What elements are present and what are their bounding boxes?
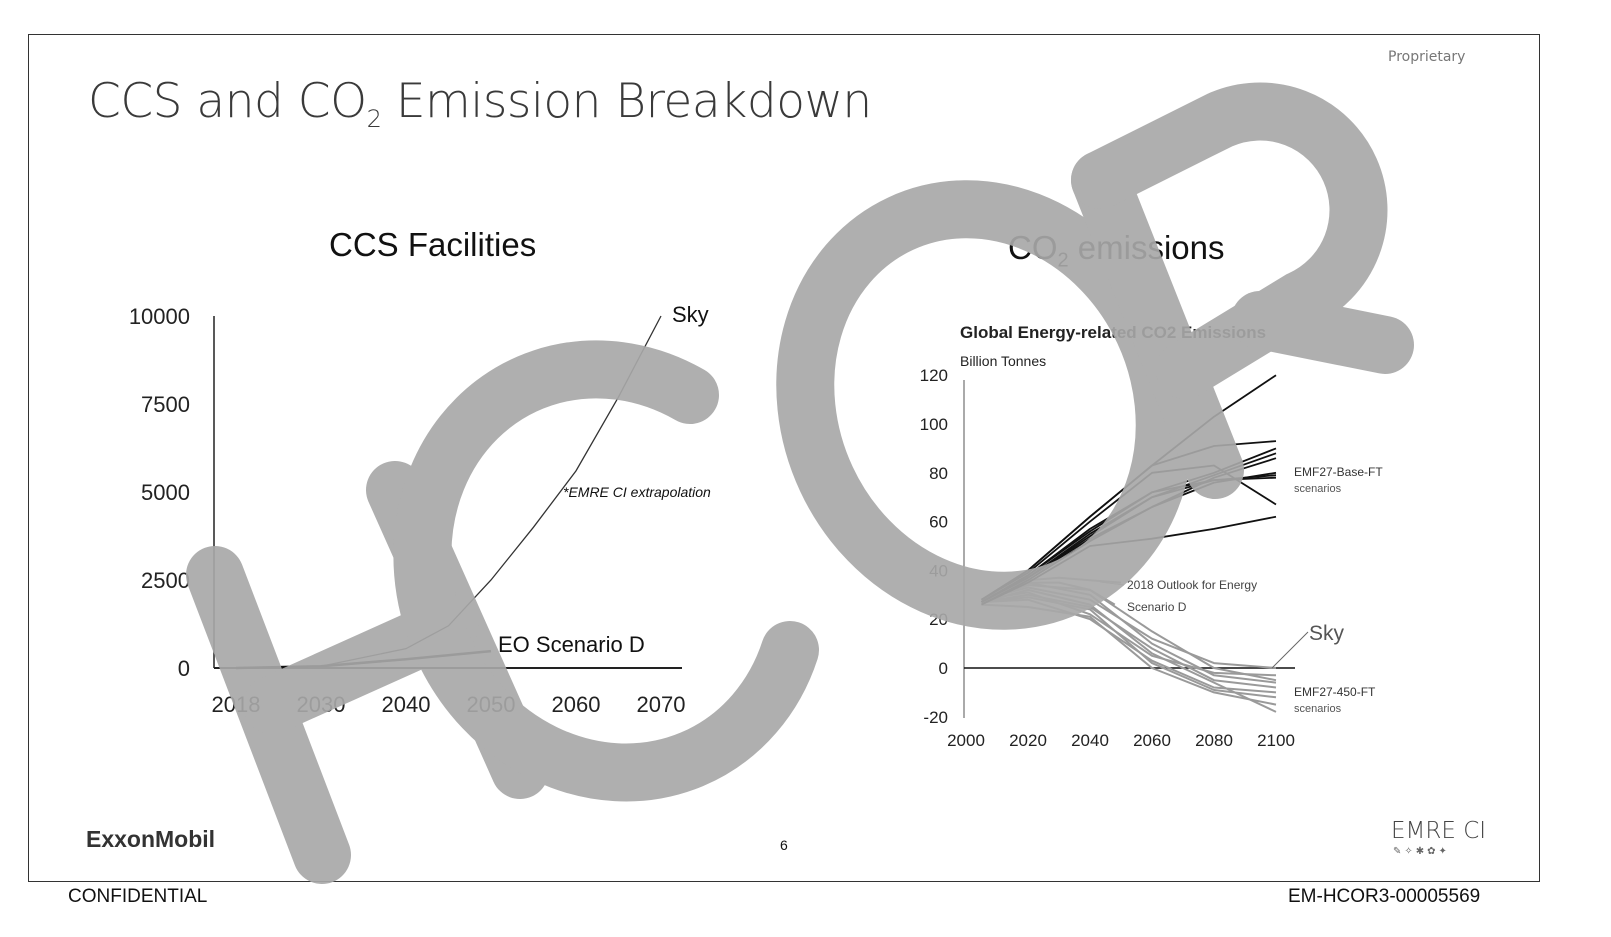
x-tick-label: 2040	[1071, 731, 1109, 750]
y-tick-label: 60	[929, 513, 948, 532]
series-label-sky: Sky	[672, 302, 709, 327]
sky-label: Sky	[1309, 622, 1345, 645]
bates-number: EM-HCOR3-00005569	[1288, 886, 1481, 907]
sky-leader-line	[1271, 631, 1309, 669]
title-text: CCS and CO	[88, 74, 367, 129]
chart-subtitle: Global Energy-related CO2 Emissions	[960, 323, 1266, 342]
x-tick-label: 2000	[947, 731, 985, 750]
x-tick-label: 2100	[1257, 731, 1295, 750]
x-tick-label: 2020	[1009, 731, 1047, 750]
proprietary-label: Proprietary	[1388, 49, 1466, 65]
outlook-label: 2018 Outlook for Energy	[1127, 578, 1257, 592]
page-number: 6	[780, 837, 788, 853]
scenario-d-label: Scenario D	[1127, 600, 1187, 614]
emf27-450-label: EMF27-450-FT	[1294, 685, 1376, 699]
emre-ci-logo: EMRE CI	[1391, 818, 1487, 844]
y-tick-label: 7500	[141, 392, 190, 417]
y-tick-label: 80	[929, 464, 948, 483]
exxonmobil-logo: ExxonMobil	[86, 826, 216, 852]
y-tick-label: 120	[920, 366, 948, 385]
slide-frame	[28, 34, 1540, 882]
x-tick-label: 2080	[1195, 731, 1233, 750]
x-tick-label: 2060	[1133, 731, 1171, 750]
y-tick-label: 10000	[129, 304, 190, 329]
ccs-chart-title: CCS Facilities	[329, 226, 537, 263]
y-tick-label: 5000	[141, 480, 190, 505]
y-tick-label: 20	[929, 610, 948, 629]
emf27-base-label: EMF27-Base-FT	[1294, 465, 1383, 479]
y-tick-label: 0	[939, 659, 948, 678]
y-tick-label: 100	[920, 415, 948, 434]
confidential-label: CONFIDENTIAL	[68, 886, 208, 907]
y-tick-label: 40	[929, 561, 948, 580]
title-text-rest: Emission Breakdown	[381, 74, 872, 129]
y-axis-label: Billion Tonnes	[960, 353, 1046, 369]
page-title: CCS and CO2 Emission Breakdown	[88, 74, 872, 133]
emf27-base-label-2: scenarios	[1294, 483, 1342, 495]
emf27-base-series-line	[981, 374, 1277, 601]
y-tick-label: -20	[923, 708, 948, 727]
emre-ci-icons: ✎✧✱✿✦	[1393, 846, 1450, 857]
emf27-450-label-2: scenarios	[1294, 703, 1342, 715]
title-subscript: 2	[366, 105, 382, 133]
y-tick-label: 2500	[141, 568, 190, 593]
